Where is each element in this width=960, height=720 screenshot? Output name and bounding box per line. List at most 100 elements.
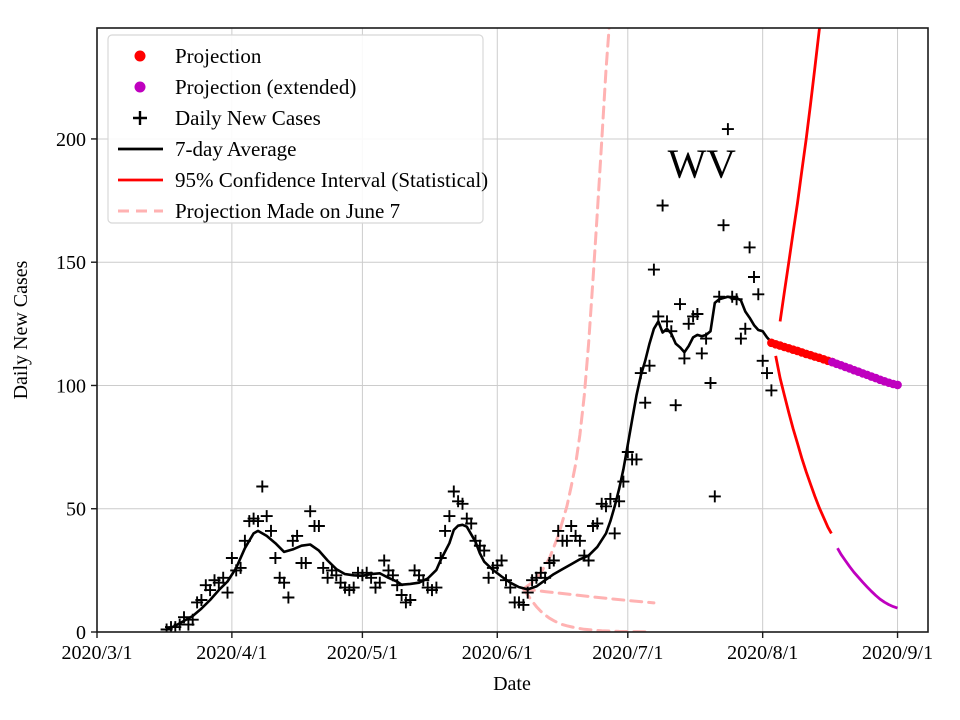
legend-dot-marker bbox=[134, 50, 146, 62]
scatter-point bbox=[765, 384, 778, 397]
y-tick-label: 200 bbox=[56, 129, 86, 151]
scatter-point bbox=[404, 594, 417, 606]
june7-middle-curve bbox=[521, 587, 656, 605]
legend-item-label: 7-day Average bbox=[175, 137, 296, 161]
scatter-point bbox=[621, 446, 634, 458]
scatter-point bbox=[708, 490, 721, 503]
scatter-point bbox=[695, 347, 708, 360]
scatter-point bbox=[252, 515, 264, 528]
scatter-point bbox=[517, 598, 530, 611]
scatter-point bbox=[447, 485, 460, 498]
y-tick-label: 150 bbox=[56, 252, 86, 274]
scatter-point bbox=[391, 579, 404, 592]
scatter-point bbox=[195, 594, 208, 606]
scatter-point bbox=[752, 288, 765, 301]
scatter-point bbox=[713, 290, 726, 303]
scatter-point bbox=[661, 315, 673, 328]
scatter-point bbox=[743, 241, 756, 254]
legend-item-label: Projection bbox=[175, 44, 262, 68]
scatter-point bbox=[238, 534, 251, 547]
scatter-point bbox=[430, 581, 443, 594]
ci-upper-curve bbox=[778, 28, 821, 322]
scatter-point bbox=[717, 219, 730, 232]
y-tick-label: 50 bbox=[66, 499, 86, 521]
seven-day-average-path bbox=[165, 295, 773, 631]
scatter-point bbox=[282, 591, 295, 604]
scatter-point bbox=[613, 495, 626, 508]
scatter-point bbox=[691, 308, 704, 320]
scatter-point bbox=[417, 574, 430, 587]
scatter-point bbox=[482, 571, 495, 584]
scatter-point bbox=[378, 554, 391, 567]
legend-item: 95% Confidence Interval (Statistical) bbox=[118, 168, 488, 192]
scatter-point bbox=[647, 263, 660, 276]
x-tick-label: 2020/4/1 bbox=[196, 642, 267, 664]
scatter-point bbox=[573, 534, 586, 547]
axis-ticks bbox=[91, 138, 899, 638]
scatter-point bbox=[321, 571, 334, 584]
scatter-point bbox=[500, 574, 512, 587]
june7-projection-curves bbox=[521, 28, 656, 632]
legend-item: Projection bbox=[134, 44, 262, 68]
scatter-point bbox=[730, 293, 743, 306]
scatter-point bbox=[565, 520, 578, 532]
plot-border bbox=[96, 27, 929, 633]
scatter-point bbox=[221, 586, 234, 599]
scatter-point bbox=[600, 500, 612, 513]
scatter-point bbox=[604, 492, 617, 505]
legend-item: Daily New Cases bbox=[133, 106, 321, 130]
projection-extended-dot bbox=[893, 380, 902, 390]
scatter-point bbox=[304, 505, 317, 518]
legend-item-label: Projection Made on June 7 bbox=[175, 199, 400, 223]
scatter-point bbox=[395, 589, 408, 601]
scatter-point bbox=[269, 552, 282, 564]
tick-labels: 2020/3/1 2020/4/1 2020/5/1 2020/6/1 2020/7/1… bbox=[56, 129, 933, 664]
ci-lower-extended-curve bbox=[836, 547, 898, 610]
scatter-point bbox=[439, 524, 452, 537]
scatter-point bbox=[547, 554, 560, 567]
scatter-point bbox=[256, 480, 269, 493]
x-axis-label: Date bbox=[493, 673, 531, 695]
state-annotation: WV bbox=[668, 141, 737, 187]
x-tick-label: 2020/9/1 bbox=[862, 642, 933, 664]
scatter-point bbox=[552, 524, 565, 537]
x-tick-label: 2020/8/1 bbox=[727, 642, 798, 664]
scatter-point bbox=[365, 571, 378, 584]
scatter-point bbox=[186, 613, 199, 626]
plot-frame bbox=[96, 27, 929, 633]
seven-day-average-line bbox=[165, 295, 773, 631]
scatter-point bbox=[761, 367, 773, 380]
scatter-point bbox=[478, 544, 491, 557]
scatter-point bbox=[665, 325, 678, 338]
june7-upper-curve bbox=[521, 28, 611, 591]
x-tick-label: 2020/7/1 bbox=[592, 642, 663, 664]
scatter-point bbox=[591, 517, 604, 530]
scatter-point bbox=[178, 611, 190, 624]
daily-new-cases-scatter bbox=[160, 123, 778, 632]
legend-plus-marker bbox=[133, 111, 147, 125]
scatter-point bbox=[678, 352, 691, 365]
y-tick-label: 0 bbox=[76, 622, 86, 644]
legend-item-label: Daily New Cases bbox=[175, 106, 321, 130]
scatter-point bbox=[560, 534, 573, 547]
scatter-point bbox=[617, 475, 630, 488]
scatter-point bbox=[630, 453, 643, 466]
scatter-point bbox=[521, 586, 534, 599]
scatter-point bbox=[234, 561, 247, 574]
scatter-point bbox=[539, 571, 552, 584]
x-tick-label: 2020/6/1 bbox=[462, 642, 533, 664]
projection-dots bbox=[767, 338, 837, 367]
legend-item: 7-day Average bbox=[118, 137, 296, 161]
legend: Projection Projection (extended) Daily New… bbox=[107, 34, 488, 224]
scatter-point bbox=[317, 561, 330, 574]
scatter-point bbox=[643, 359, 656, 372]
y-tick-label: 100 bbox=[56, 375, 86, 397]
legend-item-label: 95% Confidence Interval (Statistical) bbox=[175, 168, 488, 192]
scatter-point bbox=[734, 332, 747, 345]
scatter-point bbox=[443, 510, 456, 523]
scatter-point bbox=[465, 517, 478, 530]
scatter-point bbox=[721, 123, 734, 136]
scatter-point bbox=[682, 317, 695, 330]
scatter-point bbox=[386, 569, 399, 582]
